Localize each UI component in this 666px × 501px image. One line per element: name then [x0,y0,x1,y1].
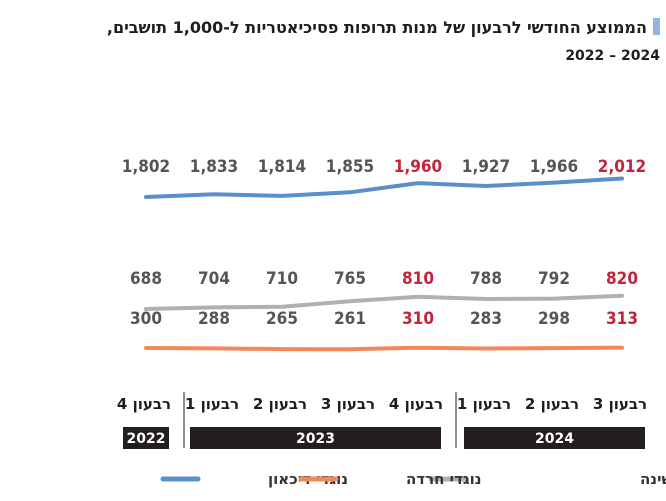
x-tick-label: רבעון 2 [253,395,307,413]
data-label: 298 [538,309,570,329]
legend-label: תרופות לשיפור השינה [640,470,666,488]
data-label: 1,802 [122,157,170,177]
data-label: 300 [130,309,162,329]
data-label: 265 [266,309,298,329]
year-label: 2023 [296,431,335,447]
x-tick-label: רבעון 2 [525,395,579,413]
year-bar [123,427,169,449]
data-label: 704 [198,269,230,289]
x-tick-label: רבעון 3 [321,395,375,413]
series-line-1 [144,293,624,311]
data-label: 1,960 [394,157,442,177]
chart-title: הממוצע החודשי לרבעון של מנות תרופות פסיכ… [10,14,660,70]
x-tick-label: רבעון 1 [185,395,239,413]
year-bar [464,427,645,449]
data-label: 1,833 [190,157,238,177]
chart-title-line1: הממוצע החודשי לרבעון של מנות תרופות פסיכ… [106,18,647,37]
data-label: 788 [470,269,502,289]
data-label: 765 [334,269,366,289]
data-label: 710 [266,269,298,289]
year-label: 2024 [535,431,574,447]
year-label: 2022 [127,431,166,447]
data-label: 810 [402,269,434,289]
data-label: 2,012 [598,157,646,177]
x-tick-label: רבעון 1 [457,395,511,413]
data-label: 688 [130,269,162,289]
x-tick-label: רבעון 3 [593,395,647,413]
data-label: 288 [198,309,230,329]
data-label: 792 [538,269,570,289]
data-label: 261 [334,309,366,329]
data-label: 1,814 [258,157,306,177]
data-label: 820 [606,269,638,289]
data-label: 1,855 [326,157,374,177]
year-bar [190,427,441,449]
x-tick-label: רבעון 4 [389,395,443,413]
series-line-2 [144,345,624,352]
data-label: 310 [402,309,434,329]
series-line-0 [144,176,624,199]
x-tick-label: רבעון 4 [117,395,171,413]
chart-title-line2: 2024 – 2022 [565,48,660,64]
title-accent-bar [653,18,660,35]
data-label: 1,927 [462,157,510,177]
data-label: 283 [470,309,502,329]
data-label: 1,966 [530,157,578,177]
data-label: 313 [606,309,638,329]
legend-label: נוגדי חרדה [406,470,482,488]
